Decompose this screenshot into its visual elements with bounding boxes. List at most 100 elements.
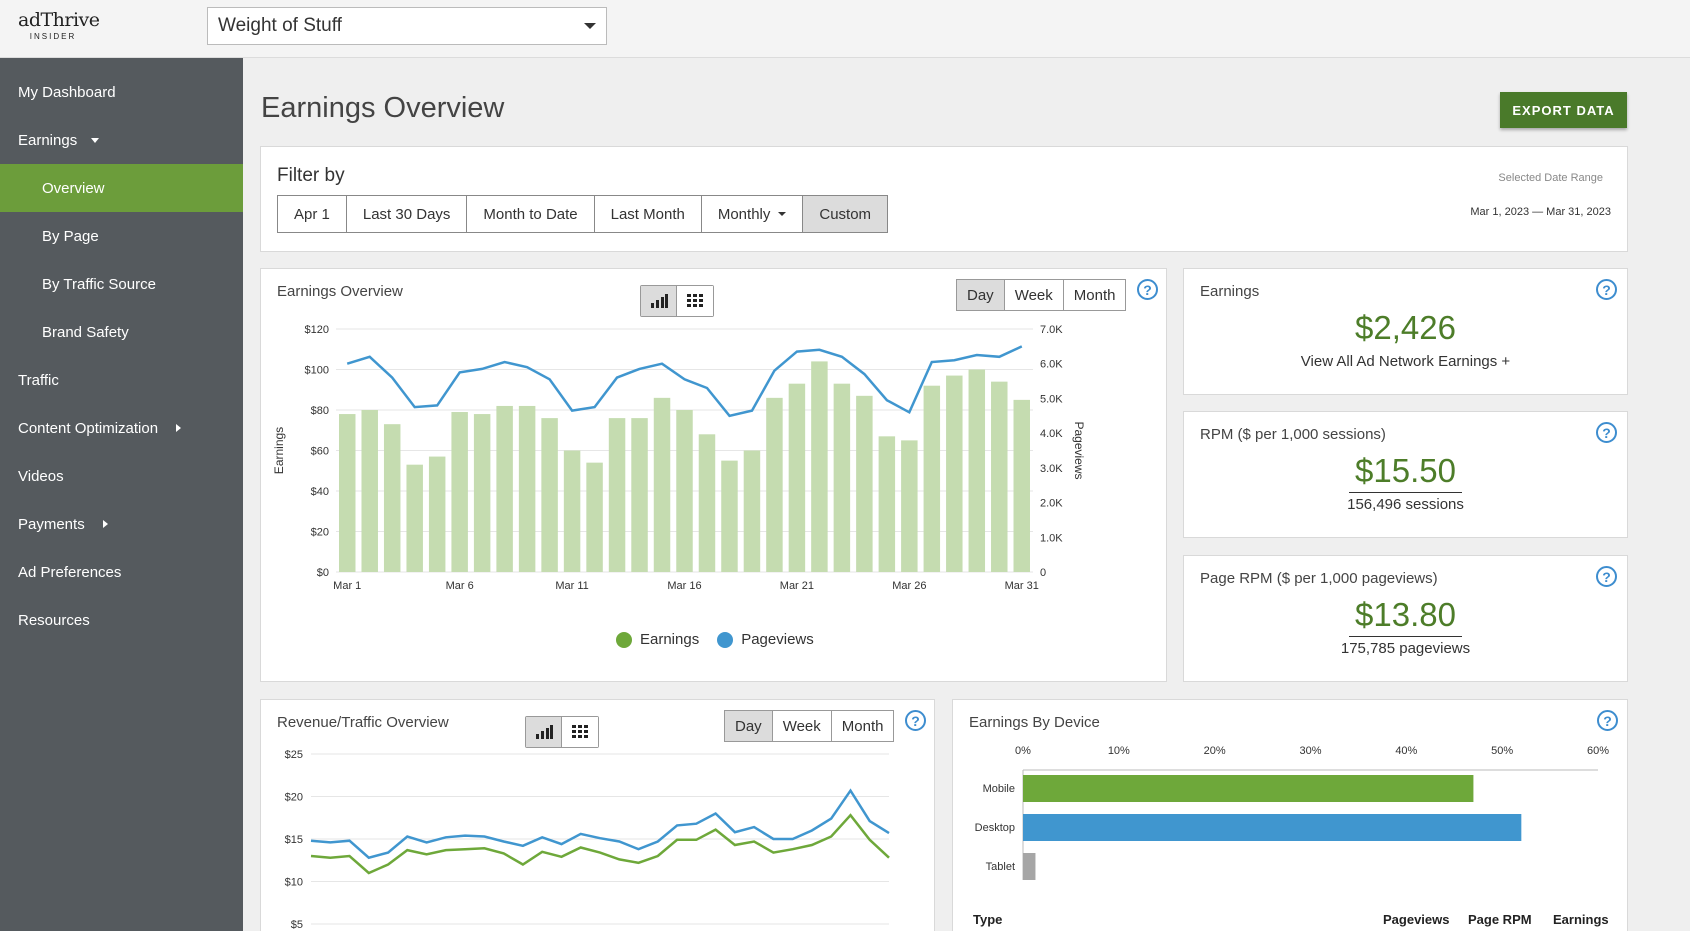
chevron-down-icon bbox=[584, 23, 596, 29]
sidebar-item-by-traffic-source[interactable]: By Traffic Source bbox=[42, 275, 156, 293]
help-icon[interactable]: ? bbox=[1596, 566, 1617, 587]
x-tick-label: 10% bbox=[1108, 745, 1130, 757]
sidebar-item-my-dashboard[interactable]: My Dashboard bbox=[18, 83, 116, 101]
range-monthly-dropdown[interactable]: Monthly bbox=[701, 196, 804, 232]
y-tick-label: $20 bbox=[311, 527, 329, 539]
filter-card: Filter by Apr 1 Last 30 Days Month to Da… bbox=[260, 146, 1628, 252]
sidebar-item-brand-safety[interactable]: Brand Safety bbox=[42, 323, 129, 341]
y2-tick-label: 0 bbox=[1040, 567, 1046, 579]
category-label: Mobile bbox=[983, 783, 1015, 795]
range-apr-1-button[interactable]: Apr 1 bbox=[278, 196, 347, 232]
selected-date-range-value: Mar 1, 2023 — Mar 31, 2023 bbox=[1470, 206, 1611, 218]
legend-swatch bbox=[616, 631, 632, 648]
legend-label: Earnings bbox=[640, 631, 700, 648]
range-last-month-button[interactable]: Last Month bbox=[594, 196, 702, 232]
earnings-stat-card: Earnings ? $2,426 View All Ad Network Ea… bbox=[1183, 268, 1628, 395]
selected-date-range-label: Selected Date Range bbox=[1498, 172, 1603, 184]
earnings-bar bbox=[541, 418, 558, 572]
revenue-traffic-title: Revenue/Traffic Overview bbox=[277, 714, 449, 731]
rpm-stat-title: RPM ($ per 1,000 sessions) bbox=[1200, 426, 1386, 443]
y-tick-label: $80 bbox=[311, 405, 329, 417]
chevron-right-icon bbox=[176, 424, 182, 432]
sidebar-item-content-optimization[interactable]: Content Optimization bbox=[0, 404, 243, 452]
grid-icon bbox=[687, 294, 703, 307]
earnings-bar bbox=[766, 397, 783, 572]
earnings-bar bbox=[586, 462, 603, 572]
rpm-value: $15.50 bbox=[1184, 452, 1627, 493]
earnings-bar bbox=[496, 405, 513, 572]
period-toggle: Day Week Month bbox=[724, 710, 895, 742]
table-header-page-rpm[interactable]: Page RPM bbox=[1468, 912, 1532, 927]
help-icon[interactable]: ? bbox=[1597, 710, 1618, 731]
table-header-earnings[interactable]: Earnings bbox=[1553, 912, 1609, 927]
x-tick-label: Mar 31 bbox=[1005, 580, 1039, 592]
y2-tick-label: 6.0K bbox=[1040, 359, 1063, 371]
revenue-traffic-card: Revenue/Traffic Overview Day Week Month … bbox=[260, 699, 935, 931]
sidebar-item-videos[interactable]: Videos bbox=[18, 467, 64, 485]
range-last-30-days-button[interactable]: Last 30 Days bbox=[346, 196, 468, 232]
y2-tick-label: 3.0K bbox=[1040, 463, 1063, 475]
bar-chart-view-button[interactable] bbox=[641, 286, 677, 316]
sidebar-item-earnings[interactable]: Earnings bbox=[0, 116, 243, 164]
date-range-group: Apr 1 Last 30 Days Month to Date Last Mo… bbox=[277, 195, 889, 233]
table-view-button[interactable] bbox=[562, 717, 598, 747]
y-tick-label: $20 bbox=[285, 792, 303, 804]
period-week-button[interactable]: Week bbox=[772, 711, 832, 741]
y-tick-label: $5 bbox=[291, 919, 303, 931]
sidebar-item-ad-preferences[interactable]: Ad Preferences bbox=[18, 563, 122, 581]
range-custom-button[interactable]: Custom bbox=[803, 196, 888, 232]
y-tick-label: $15 bbox=[285, 834, 303, 846]
bar-chart-view-button[interactable] bbox=[526, 717, 562, 747]
earnings-by-device-chart: 0% 10% 20% 30% 40% 50% 60% Mobile Desktop Tablet bbox=[975, 745, 1609, 880]
legend-label: Pageviews bbox=[741, 631, 814, 648]
earnings-stat-title: Earnings bbox=[1200, 283, 1260, 300]
x-tick-label: Mar 6 bbox=[446, 580, 474, 592]
sidebar-item-resources[interactable]: Resources bbox=[18, 611, 90, 629]
page-title: Earnings Overview bbox=[261, 92, 505, 124]
y2-tick-label: 7.0K bbox=[1040, 324, 1063, 336]
sidebar-item-traffic[interactable]: Traffic bbox=[18, 371, 59, 389]
range-month-to-date-button[interactable]: Month to Date bbox=[467, 196, 595, 232]
period-day-button[interactable]: Day bbox=[957, 280, 1005, 310]
period-month-button[interactable]: Month bbox=[831, 711, 894, 741]
legend-pageviews[interactable]: Pageviews bbox=[717, 631, 814, 648]
x-tick-label: 0% bbox=[1015, 745, 1031, 757]
table-view-button[interactable] bbox=[677, 286, 713, 316]
help-icon[interactable]: ? bbox=[1596, 279, 1617, 300]
period-day-button[interactable]: Day bbox=[725, 711, 773, 741]
table-header-pageviews[interactable]: Pageviews bbox=[1383, 912, 1450, 927]
chart-legend: Earnings Pageviews bbox=[616, 631, 814, 648]
sidebar-item-payments[interactable]: Payments bbox=[0, 500, 243, 548]
adthrive-logo[interactable]: adThrive INSIDER bbox=[18, 9, 100, 41]
earnings-bar bbox=[451, 412, 468, 572]
period-month-button[interactable]: Month bbox=[1063, 280, 1126, 310]
page-rpm-stat-title: Page RPM ($ per 1,000 pageviews) bbox=[1200, 570, 1438, 587]
period-week-button[interactable]: Week bbox=[1004, 280, 1064, 310]
page-rpm-value: $13.80 bbox=[1184, 596, 1627, 637]
x-tick-label: Mar 26 bbox=[892, 580, 926, 592]
help-icon[interactable]: ? bbox=[905, 710, 926, 731]
earnings-bar bbox=[1013, 399, 1030, 572]
legend-earnings[interactable]: Earnings bbox=[616, 631, 699, 648]
bar-chart-icon bbox=[650, 294, 668, 308]
earnings-bar bbox=[339, 414, 356, 572]
table-header-type[interactable]: Type bbox=[973, 912, 1003, 927]
sidebar-item-overview[interactable]: Overview bbox=[0, 164, 243, 212]
help-icon[interactable]: ? bbox=[1596, 422, 1617, 443]
sidebar-item-by-page[interactable]: By Page bbox=[42, 227, 99, 245]
legend-swatch bbox=[717, 631, 734, 648]
y-tick-label: $40 bbox=[311, 486, 329, 498]
view-all-ad-network-earnings-link[interactable]: View All Ad Network Earnings + bbox=[1300, 353, 1511, 370]
site-select[interactable]: Weight of Stuff bbox=[207, 7, 607, 45]
earnings-bar bbox=[833, 383, 851, 572]
x-tick-label: 20% bbox=[1204, 745, 1226, 757]
export-data-button[interactable]: EXPORT DATA bbox=[1500, 92, 1627, 128]
earnings-bar bbox=[721, 460, 738, 572]
x-tick-label: Mar 1 bbox=[333, 580, 361, 592]
earnings-bar bbox=[406, 464, 423, 572]
earnings-by-device-title: Earnings By Device bbox=[969, 714, 1100, 731]
earnings-value: $2,426 bbox=[1355, 309, 1456, 346]
earnings-bar bbox=[383, 424, 401, 572]
help-icon[interactable]: ? bbox=[1137, 279, 1158, 300]
range-monthly-label: Monthly bbox=[717, 205, 771, 223]
